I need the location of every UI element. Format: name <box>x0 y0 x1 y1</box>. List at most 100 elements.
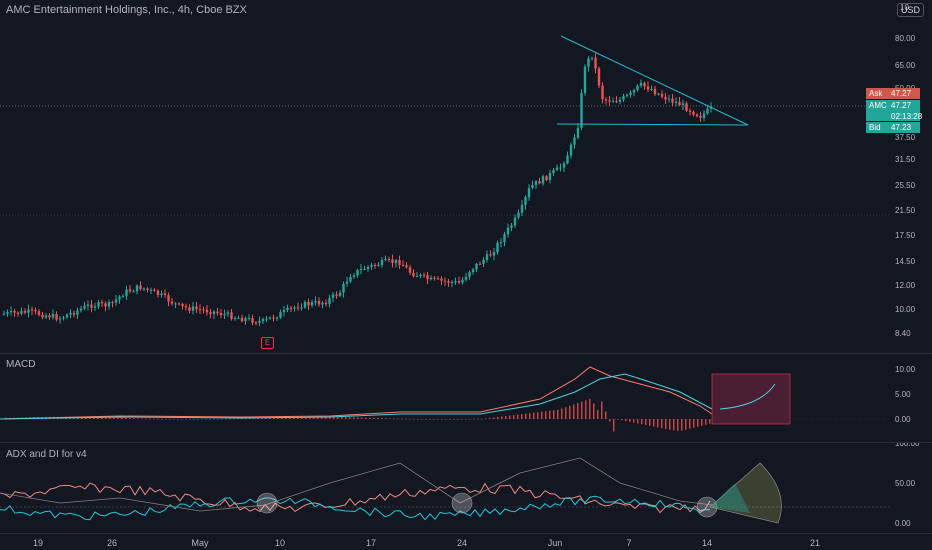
candle-body <box>181 303 184 307</box>
candle-body <box>538 181 541 184</box>
macd-histogram-bar <box>601 401 603 419</box>
candle-body <box>496 242 499 253</box>
price-chart[interactable]: 80.0065.0050.0037.5031.5025.5021.5017.50… <box>0 0 932 353</box>
candle-body <box>286 307 289 310</box>
candle-body <box>373 264 377 266</box>
adx-chart[interactable]: 100.00 50.00 0.00 <box>0 443 932 533</box>
y-axis-tick-label: 12.00 <box>895 281 916 290</box>
macd-pane[interactable]: 10.00 5.00 0.00 MACD <box>0 354 932 442</box>
time-axis-label: 19 <box>33 538 43 548</box>
macd-histogram-bar <box>349 417 351 419</box>
candle-body <box>258 321 261 323</box>
macd-histogram-bar <box>113 417 115 419</box>
macd-histogram-bar <box>637 419 639 424</box>
candle-body <box>13 310 16 313</box>
macd-histogram-bar <box>445 419 447 420</box>
projection-cone <box>709 462 782 524</box>
macd-histogram-bar <box>477 418 479 420</box>
macd-histogram-bar <box>145 418 147 420</box>
candle-body <box>202 309 205 311</box>
candle-body <box>321 302 324 305</box>
candle-body <box>604 99 608 101</box>
macd-histogram-bar <box>625 419 627 421</box>
earnings-marker-icon[interactable]: E <box>261 337 274 349</box>
time-axis-label: 7 <box>626 538 631 548</box>
candle-body <box>135 285 139 292</box>
candle-body <box>440 278 443 281</box>
macd-histogram-bar <box>545 411 547 419</box>
candle-body <box>307 301 310 306</box>
adx-pane[interactable]: 100.00 50.00 0.00 ADX and DI for v4 <box>0 443 932 533</box>
candle-body <box>261 319 265 322</box>
candle-body <box>419 274 422 276</box>
candle-body <box>401 264 405 266</box>
candle-body <box>597 68 601 86</box>
candle-body <box>527 188 531 198</box>
macd-histogram-bar <box>453 419 455 420</box>
y-axis-tick-label: 10.00 <box>895 305 916 314</box>
macd-histogram-bar <box>89 417 91 419</box>
candle-body <box>587 58 590 67</box>
symbol-label: AMC <box>869 101 887 110</box>
candle-body <box>111 302 114 304</box>
last-value: 47.27 <box>891 101 912 110</box>
crossover-circle-icon <box>451 492 473 514</box>
candle-body <box>601 85 604 100</box>
candle-body <box>562 163 566 168</box>
candle-body <box>569 144 573 156</box>
adx-label[interactable]: ADX and DI for v4 <box>6 449 87 460</box>
candle-body <box>674 101 678 103</box>
macd-chart[interactable]: 10.00 5.00 0.00 <box>0 354 932 442</box>
macd-label[interactable]: MACD <box>6 359 36 370</box>
candle-body <box>475 263 478 270</box>
macd-histogram-bar <box>361 417 363 419</box>
candle-body <box>408 267 412 273</box>
macd-histogram-bar <box>221 418 223 420</box>
candle-body <box>86 304 90 306</box>
macd-histogram-bar <box>137 418 139 419</box>
projection-box <box>711 373 791 425</box>
adx-axis-tick-label: 50.00 <box>895 479 916 488</box>
macd-histogram-bar <box>253 417 255 419</box>
pane-separator[interactable] <box>0 353 932 354</box>
macd-histogram-bar <box>301 416 303 419</box>
candle-body <box>370 264 373 267</box>
macd-histogram-bar <box>629 419 631 422</box>
candle-body <box>16 312 20 314</box>
price-pane[interactable]: 80.0065.0050.0037.5031.5025.5021.5017.50… <box>0 0 932 353</box>
pane-separator[interactable] <box>0 442 932 443</box>
macd-histogram-bar <box>645 419 647 425</box>
macd-histogram-bar <box>105 417 107 419</box>
currency-badge[interactable]: USD <box>896 3 924 17</box>
candle-body <box>608 100 611 102</box>
macd-histogram-bar <box>397 418 399 420</box>
macd-histogram-bar <box>189 419 191 420</box>
bid-label: Bid <box>869 123 881 132</box>
macd-line <box>0 366 713 420</box>
macd-histogram-bar <box>357 417 359 419</box>
chart-title: AMC Entertainment Holdings, Inc., 4h, Cb… <box>6 4 247 16</box>
candle-body <box>611 101 615 103</box>
candle-body <box>688 110 692 112</box>
macd-histogram-bar <box>213 418 215 420</box>
candle-body <box>6 312 9 314</box>
macd-histogram-bar <box>413 418 415 420</box>
candle-body <box>366 266 370 269</box>
candle-body <box>209 312 212 315</box>
candle-body <box>513 217 517 226</box>
candle-body <box>293 307 296 309</box>
bid-price-tag: Bid 47.23 <box>866 122 920 133</box>
macd-histogram-bar <box>673 419 675 431</box>
candle-body <box>139 285 142 290</box>
macd-histogram-bar <box>573 404 575 419</box>
bid-value: 47.23 <box>891 123 912 132</box>
descending-trendline <box>560 35 749 126</box>
time-axis[interactable]: 19 26 May 10 17 24 Jun 7 14 21 <box>0 533 932 550</box>
candle-body <box>317 301 321 305</box>
y-axis-tick-label: 21.50 <box>895 206 916 215</box>
y-axis-tick-label: 80.00 <box>895 34 916 43</box>
candle-body <box>552 170 555 174</box>
candle-body <box>503 234 506 243</box>
y-axis-tick-label: 31.50 <box>895 155 916 164</box>
macd-histogram-bar <box>617 419 619 420</box>
